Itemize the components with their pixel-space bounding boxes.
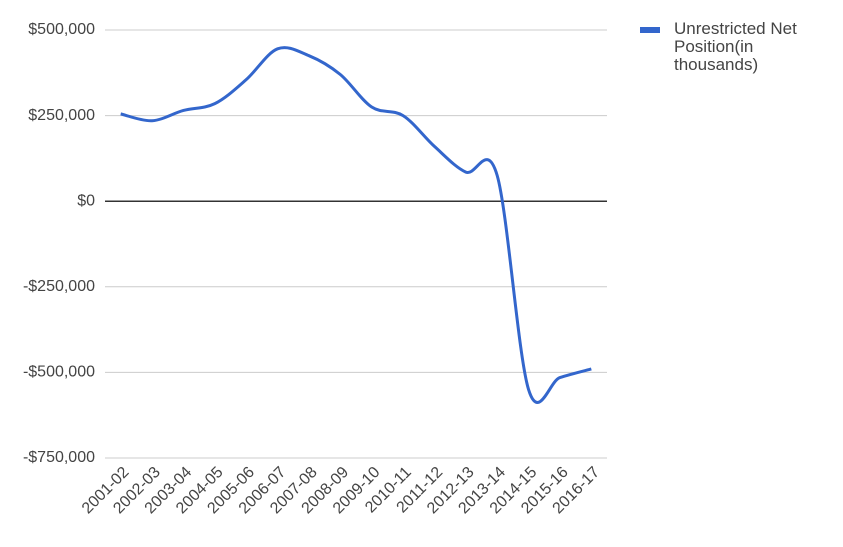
y-tick-label: -$250,000 bbox=[23, 278, 95, 295]
y-tick-label: -$750,000 bbox=[23, 449, 95, 466]
legend-label: Unrestricted Net Position(in thousands) bbox=[674, 19, 797, 74]
y-tick-label: -$500,000 bbox=[23, 364, 95, 381]
legend-swatch bbox=[640, 27, 660, 33]
y-tick-label: $0 bbox=[77, 192, 95, 209]
y-tick-label: $250,000 bbox=[28, 107, 95, 124]
series-line bbox=[120, 46, 592, 404]
legend: Unrestricted Net Position(in thousands) bbox=[640, 20, 830, 74]
y-tick-label: $500,000 bbox=[28, 21, 95, 38]
